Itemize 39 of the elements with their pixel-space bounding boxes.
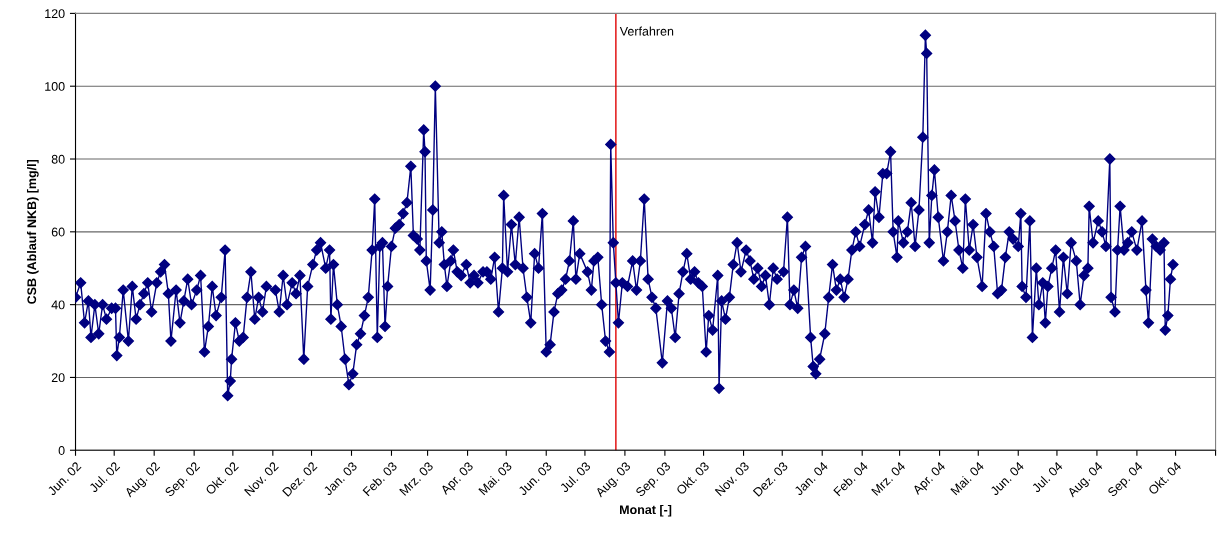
y-tick-label: 120 xyxy=(45,9,65,19)
x-tick-label: Jun. 04 xyxy=(989,461,1025,496)
x-tick-label: Apr. 03 xyxy=(439,461,476,497)
y-tick-label: 60 xyxy=(51,227,65,237)
x-tick-label: Jan. 04 xyxy=(793,461,829,496)
x-tick-label: Sep. 03 xyxy=(635,461,673,499)
x-tick-label: Apr. 04 xyxy=(911,461,948,497)
x-tick-label: Dez. 02 xyxy=(282,461,318,497)
x-tick-label: Mai. 04 xyxy=(950,460,985,496)
y-tick-label: 0 xyxy=(58,446,65,455)
x-tick-label: Feb. 04 xyxy=(832,460,869,497)
x-tick-label: Aug. 03 xyxy=(594,461,633,500)
x-tick-label: Jun. 02 xyxy=(46,461,82,496)
x-tick-label: Okt. 04 xyxy=(1147,460,1182,496)
x-tick-label: Mai. 03 xyxy=(478,461,513,496)
y-tick-label: 100 xyxy=(45,82,65,91)
x-tick-label: Jun. 03 xyxy=(517,461,553,496)
y-tick-label: 80 xyxy=(51,154,65,164)
y-tick-label: 40 xyxy=(51,300,65,310)
ref-line-label: Verfahren xyxy=(619,26,674,36)
x-tick-label: Jul. 02 xyxy=(88,461,121,494)
x-tick-label: Jan. 03 xyxy=(322,461,358,496)
x-tick-label: Okt. 03 xyxy=(675,461,710,496)
x-tick-label: Mrz. 03 xyxy=(399,461,434,496)
y-axis-title: CSB (Ablauf NKB) [mg/l] xyxy=(26,159,39,304)
y-tick-label: 20 xyxy=(51,373,65,383)
x-tick-label: Dez. 03 xyxy=(752,461,789,497)
x-tick-label: Feb. 03 xyxy=(362,461,398,497)
x-tick-label: Nov. 03 xyxy=(714,461,750,497)
x-tick-label: Jul. 04 xyxy=(1031,460,1064,494)
x-tick-label: Aug. 04 xyxy=(1066,461,1105,500)
x-tick-label: Jul. 03 xyxy=(559,461,592,494)
x-tick-label: Okt. 02 xyxy=(204,461,239,496)
x-tick-label: Nov. 02 xyxy=(243,461,279,497)
x-axis-title: Monat [-] xyxy=(620,504,672,517)
x-tick-label: Aug. 02 xyxy=(123,461,162,500)
x-tick-label: Mrz. 04 xyxy=(871,461,906,496)
x-tick-label: Sep. 02 xyxy=(164,461,202,499)
x-tick-label: Sep. 04 xyxy=(1107,461,1145,499)
